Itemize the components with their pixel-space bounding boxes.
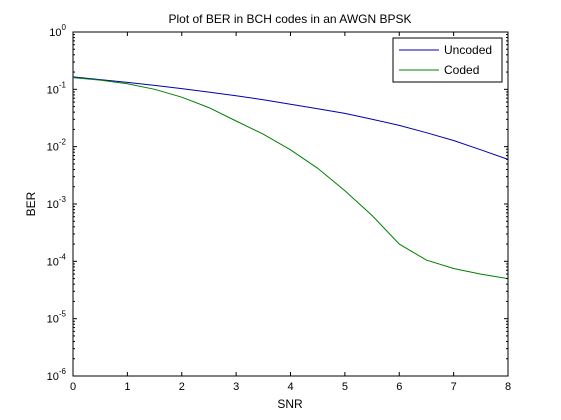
x-tick-labels: 0 1 2 3 4 5 6 7 8	[70, 381, 511, 393]
series-line-uncoded	[72, 76, 509, 160]
y-tick-label: 10-5	[47, 310, 67, 326]
chart-title: Plot of BER in BCH codes in an AWGN BPSK	[169, 12, 412, 26]
legend-label-coded: Coded	[444, 63, 479, 77]
x-tick-label: 8	[505, 381, 511, 393]
y-axis-label: BER	[24, 191, 38, 216]
y-tick-label: 100	[49, 23, 66, 39]
x-tick-label: 4	[287, 381, 293, 393]
x-tick-label: 0	[70, 381, 76, 393]
legend-label-uncoded: Uncoded	[444, 43, 492, 57]
y-tick-label: 10-3	[47, 195, 67, 211]
y-tick-label: 10-4	[47, 252, 67, 268]
x-tick-label: 7	[451, 381, 457, 393]
y-tick-label: 10-1	[47, 80, 67, 96]
x-tick-label: 3	[233, 381, 239, 393]
series-line-coded	[72, 77, 509, 280]
y-tick-label: 10-2	[47, 138, 67, 154]
y-tick-labels: 100 10-1 10-2 10-3 10-4 10-5 10-6	[47, 23, 67, 383]
x-tick-label: 2	[179, 381, 185, 393]
x-axis-label: SNR	[277, 397, 303, 411]
plot-area	[72, 31, 509, 377]
y-tick-label: 10-6	[47, 367, 67, 383]
x-tick-label: 1	[124, 381, 130, 393]
legend-box	[392, 37, 503, 83]
x-tick-label: 5	[342, 381, 348, 393]
legend: Uncoded Coded	[392, 37, 503, 83]
ticks-layer	[72, 31, 509, 377]
x-tick-label: 6	[396, 381, 402, 393]
series-layer	[72, 76, 509, 280]
